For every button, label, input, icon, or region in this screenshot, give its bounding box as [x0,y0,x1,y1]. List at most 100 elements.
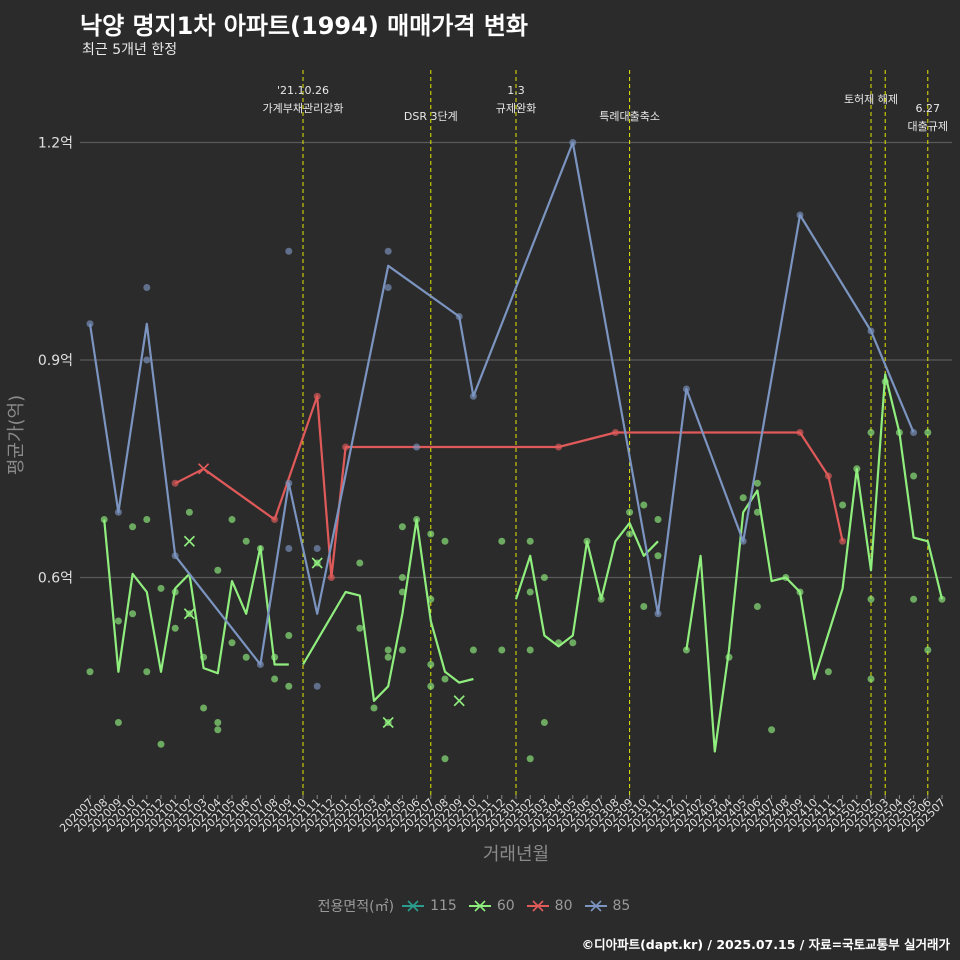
data-point-85 [256,661,264,668]
data-point-60 [924,646,932,654]
data-point-60 [171,624,179,632]
data-point-60 [129,523,137,531]
data-point-60 [753,508,761,516]
data-point-60 [356,624,364,632]
data-point-60 [526,537,534,545]
data-point-85 [455,313,463,320]
cancelled-mark-80 [198,463,210,475]
data-point-60 [640,603,648,610]
data-point-85 [285,545,293,552]
data-point-80 [555,443,563,451]
event-label-text: DSR 3단계 [404,110,458,123]
data-point-85 [654,610,662,618]
data-point-60 [143,668,151,676]
data-point-60 [824,668,832,676]
data-point-60 [413,516,421,523]
data-point-60 [895,429,903,436]
data-point-60 [640,501,648,509]
data-point-60 [157,584,165,592]
data-point-60 [114,719,122,726]
data-point-85 [285,479,293,487]
data-point-60 [256,545,264,552]
data-point-60 [129,610,137,618]
data-point-85 [171,552,179,560]
data-point-85 [796,211,804,219]
data-point-60 [924,429,932,436]
cancelled-mark-60 [382,716,394,729]
data-point-60 [654,552,662,560]
data-point-60 [654,516,662,523]
data-point-80 [342,443,350,451]
legend-label: 85 [612,898,631,914]
data-point-60 [427,530,435,538]
cancelled-mark-60 [183,535,195,547]
data-point-60 [853,465,861,473]
data-point-60 [200,704,208,712]
data-point-85 [682,385,690,393]
event-label-text: 규제완화 [496,102,536,115]
data-point-85 [285,247,293,255]
y-axis-ticks: 0.6억 0.9억 1.2억 [38,136,73,587]
data-point-80 [171,479,179,487]
legend-item-115: 115 [402,898,457,914]
legend-swatch-icon [402,900,425,912]
cancelled-mark-60 [311,557,323,569]
event-label-date: 6.27 [916,102,941,115]
data-point-60 [143,516,151,523]
data-point-60 [384,646,392,654]
data-point-85 [384,247,392,255]
legend-swatch-icon [526,900,549,912]
event-label-date: 1.3 [507,84,525,97]
data-point-60 [569,639,577,647]
data-point-60 [881,378,889,386]
data-point-60 [214,566,222,574]
data-point-80 [839,537,847,545]
data-point-85 [413,443,421,451]
x-axis-ticks: 2020072020082020092020102020112020122021… [57,795,948,835]
data-point-60 [768,726,776,734]
data-point-60 [626,508,634,516]
data-point-60 [441,675,449,683]
event-label-text: 가계부채관리강화 [263,102,344,115]
data-point-60 [839,501,847,509]
data-point-60 [540,574,548,581]
data-point-60 [242,653,250,661]
cancelled-mark-60 [183,608,195,620]
data-point-85 [569,139,577,146]
series-line-85 [88,141,915,666]
event-label-date: '21.10.26 [277,84,329,97]
data-point-60 [739,494,747,502]
data-point-60 [398,574,406,581]
data-point-60 [86,668,94,676]
y-tick-label: 0.9억 [38,353,73,369]
legend-swatch-icon [468,900,491,912]
data-point-60 [583,537,591,545]
data-point-60 [753,479,761,487]
chart-subtitle: 최근 5개년 한정 [82,42,178,58]
data-point-60 [441,755,449,763]
data-point-60 [555,639,563,647]
data-point-60 [682,646,690,654]
legend-label: 115 [430,898,457,914]
series-line-60 [302,518,474,702]
data-point-85 [313,682,321,690]
data-point-60 [214,726,222,734]
data-point-60 [228,639,236,647]
data-point-60 [157,740,165,748]
event-label-text: 특례대출축소 [599,110,660,123]
y-tick-label: 0.6억 [38,571,73,587]
data-point-60 [427,661,435,668]
event-label-text: 토허제 해제 [844,92,898,106]
data-point-60 [370,704,378,712]
data-point-60 [398,646,406,654]
legend-keys: 115 60 80 85 [402,898,642,914]
data-point-60 [171,588,179,596]
data-point-80 [327,574,335,581]
legend-label: 80 [554,898,573,914]
data-point-60 [285,632,293,639]
data-point-60 [427,682,435,690]
data-point-60 [526,646,534,654]
data-point-60 [114,617,122,625]
x-axis-label: 거래년월 [483,844,549,865]
